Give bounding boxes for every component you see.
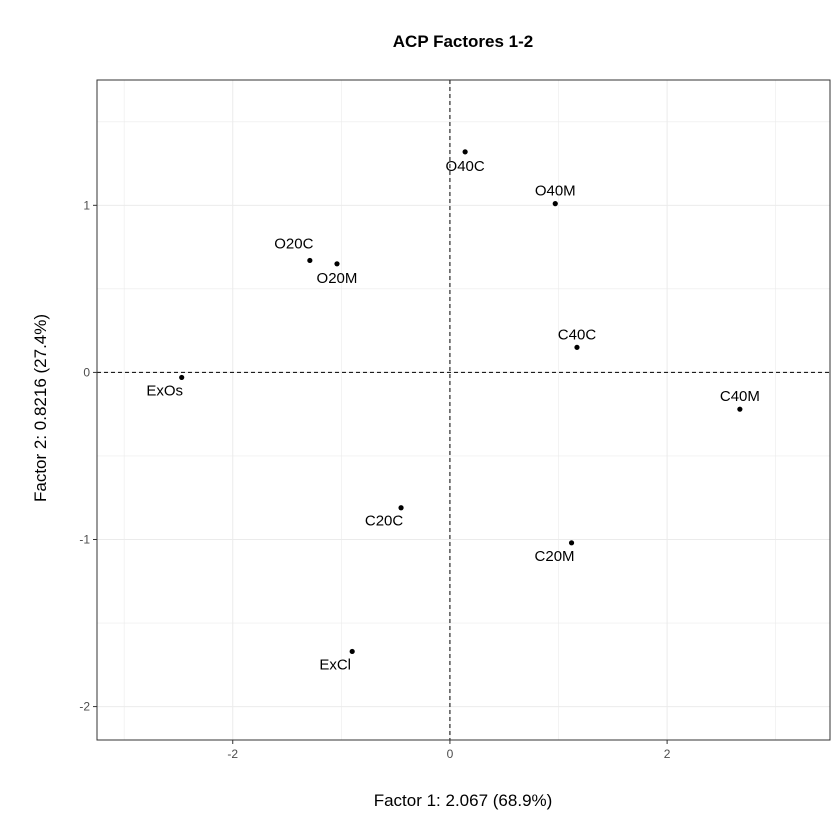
panel-border [96,79,831,741]
y-axis-label: Factor 2: 0.8216 (27.4%) [31,314,50,502]
reference-lines [97,80,830,740]
data-point [462,149,468,155]
chart-title: ACP Factores 1-2 [393,32,533,51]
data-point-label: O40M [535,183,576,200]
data-point-label: C40M [720,388,760,405]
data-point [307,257,313,264]
data-point-label: O40C [446,158,485,175]
data-point-label: O20M [317,270,358,287]
y-tick-label: -2 [79,700,90,714]
data-points [179,149,743,655]
data-point [568,540,575,546]
point-labels: O40C O40M O20C O20M C40C ExOs C40M C20C C20M ExCl [146,158,760,674]
data-point-label: C20M [535,548,575,565]
y-tick-label: -1 [79,532,90,546]
data-point [349,648,355,655]
data-point-label: ExOs [146,382,183,399]
x-tick-label: 2 [664,747,671,761]
axis-ticks: -2 0 2 -2 -1 0 1 [79,198,670,761]
data-point-label: O20C [274,235,313,252]
data-point [334,261,340,267]
data-point [398,505,404,511]
data-point [179,374,185,381]
data-point [574,344,580,350]
y-tick-label: 1 [83,198,90,212]
data-point-label: C40C [558,326,597,343]
data-point [552,201,558,207]
y-tick-label: 0 [83,365,90,379]
x-tick-label: 0 [447,747,454,761]
x-axis-label: Factor 1: 2.067 (68.9%) [374,791,553,810]
data-point-label: C20C [365,513,404,530]
data-point [737,406,743,412]
x-tick-label: -2 [227,747,238,761]
data-point-label: ExCl [319,656,351,673]
